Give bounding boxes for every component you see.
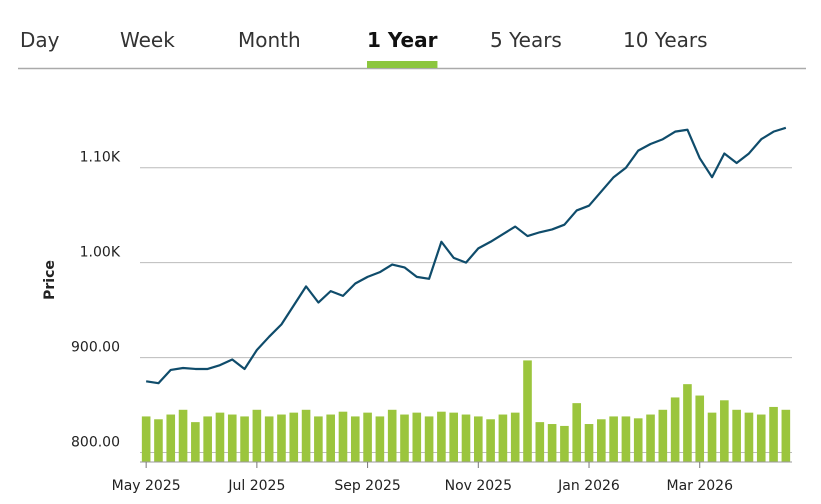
x-tick-label: Jan 2026 bbox=[557, 478, 620, 494]
volume-bar bbox=[215, 412, 225, 462]
volume-bar bbox=[191, 422, 200, 462]
volume-bar bbox=[584, 424, 594, 462]
tab[interactable]: 10 Years bbox=[623, 28, 708, 52]
volume-bar bbox=[424, 416, 434, 462]
volume-bar bbox=[240, 416, 249, 462]
volume-bar bbox=[227, 414, 237, 462]
volume-bar bbox=[461, 414, 471, 462]
volume-bar bbox=[264, 416, 274, 462]
volume-bar bbox=[154, 419, 163, 462]
volume-bar bbox=[375, 416, 385, 462]
volume-bar bbox=[744, 412, 754, 462]
volume-bar bbox=[498, 414, 508, 462]
volume-bar bbox=[486, 419, 495, 462]
volume-bar bbox=[510, 412, 520, 462]
volume-bar bbox=[412, 412, 422, 462]
y-axis-label: Price bbox=[42, 260, 58, 300]
volume-bar bbox=[326, 414, 335, 462]
volume-bar bbox=[670, 397, 680, 462]
tab[interactable]: 5 Years bbox=[490, 28, 562, 52]
x-tick-label: Mar 2026 bbox=[666, 478, 733, 494]
y-tick-label: 1.10K bbox=[80, 150, 121, 166]
volume-bar bbox=[203, 416, 212, 462]
active-tab-indicator bbox=[367, 61, 438, 68]
volume-bar bbox=[350, 416, 360, 462]
volume-bar bbox=[314, 416, 323, 462]
tab[interactable]: Month bbox=[238, 28, 301, 52]
volume-bar bbox=[535, 422, 545, 462]
volume-bar bbox=[732, 409, 741, 462]
volume-bar bbox=[473, 416, 483, 462]
volume-bar bbox=[363, 412, 372, 462]
volume-bar bbox=[166, 414, 176, 462]
volume-bar bbox=[387, 409, 397, 462]
volume-bar bbox=[769, 406, 778, 462]
volume-bar bbox=[707, 412, 717, 462]
tab[interactable]: Day bbox=[20, 28, 60, 52]
y-tick-label: 800.00 bbox=[71, 435, 120, 451]
volume-bar bbox=[720, 400, 729, 462]
volume-bar bbox=[756, 414, 766, 462]
x-tick-label: May 2025 bbox=[112, 478, 181, 494]
volume-bar bbox=[572, 403, 582, 462]
volume-bar bbox=[597, 419, 606, 462]
volume-bar bbox=[547, 424, 557, 462]
x-tick-label: Jul 2025 bbox=[227, 478, 285, 494]
volume-bar bbox=[301, 409, 311, 462]
volume-bar bbox=[141, 416, 151, 462]
x-tick-label: Nov 2025 bbox=[445, 478, 512, 494]
volume-bar bbox=[781, 409, 791, 462]
x-tick-label: Sep 2025 bbox=[334, 478, 400, 494]
volume-bar bbox=[621, 416, 631, 462]
volume-bar bbox=[523, 360, 532, 462]
tab[interactable]: Week bbox=[120, 28, 175, 52]
volume-bar bbox=[646, 414, 655, 462]
y-tick-label: 1.00K bbox=[80, 245, 121, 261]
volume-bar bbox=[609, 416, 618, 462]
volume-bar bbox=[449, 412, 459, 462]
volume-bar bbox=[695, 395, 705, 462]
volume-bar bbox=[400, 414, 409, 462]
volume-bar bbox=[178, 409, 188, 462]
volume-bar bbox=[252, 409, 262, 462]
tab[interactable]: 1 Year bbox=[367, 28, 438, 52]
volume-bar bbox=[560, 425, 569, 462]
volume-bar bbox=[338, 411, 348, 462]
volume-bar bbox=[437, 411, 446, 462]
volume-bar bbox=[633, 418, 643, 462]
volume-bar bbox=[277, 414, 286, 462]
volume-bar bbox=[683, 384, 692, 462]
volume-bar bbox=[289, 412, 299, 462]
y-tick-label: 900.00 bbox=[71, 340, 120, 356]
price-line bbox=[145, 126, 787, 385]
volume-bar bbox=[658, 409, 668, 462]
